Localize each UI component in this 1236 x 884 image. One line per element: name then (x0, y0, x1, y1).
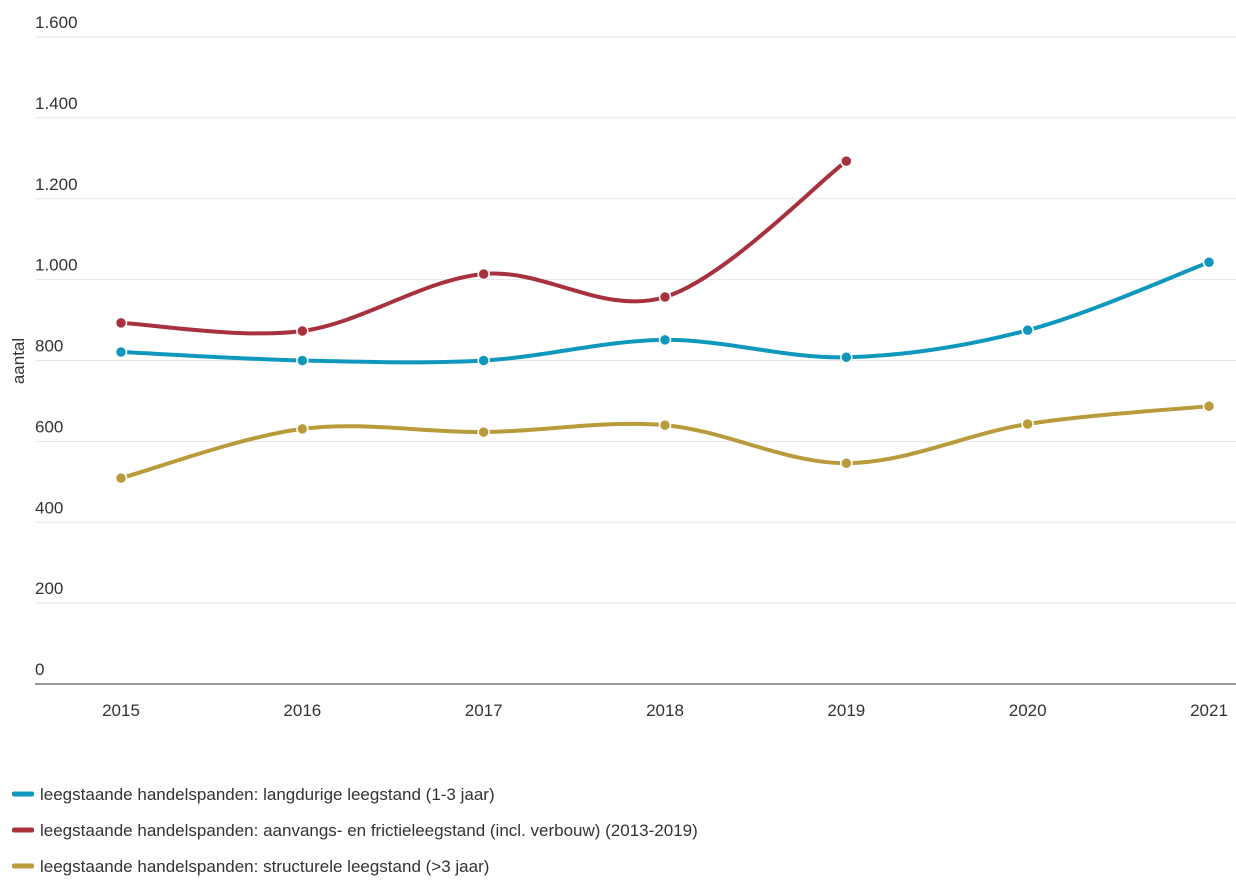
legend-swatch (12, 791, 34, 797)
x-tick-label: 2016 (283, 701, 321, 720)
y-tick-label: 400 (35, 498, 63, 517)
data-point (296, 354, 309, 367)
y-tick-label: 1.600 (35, 13, 78, 32)
legend-swatch (12, 863, 34, 869)
y-tick-label: 800 (35, 337, 63, 356)
x-tick-label: 2018 (646, 701, 684, 720)
legend-label: leegstaande handelspanden: langdurige le… (40, 785, 495, 804)
x-tick-label: 2019 (827, 701, 865, 720)
data-point (840, 456, 853, 470)
data-point (477, 354, 490, 367)
y-tick-label: 1.200 (35, 175, 78, 194)
data-point (1021, 417, 1034, 431)
legend-label: leegstaande handelspanden: aanvangs- en … (40, 821, 698, 840)
data-point (1021, 323, 1034, 337)
series-line (119, 404, 1211, 481)
data-point (477, 267, 490, 281)
data-point (114, 345, 128, 359)
data-point (296, 422, 309, 436)
data-point (658, 333, 672, 347)
data-point (1202, 255, 1216, 269)
data-point (114, 316, 128, 330)
x-tick-label: 2015 (102, 701, 140, 720)
y-axis-label: aantal (9, 338, 28, 384)
data-point (114, 471, 128, 485)
y-tick-label: 600 (35, 417, 63, 436)
y-tick-label: 1.000 (35, 256, 78, 275)
data-point (1202, 399, 1216, 413)
x-tick-label: 2021 (1190, 701, 1228, 720)
legend-label: leegstaande handelspanden: structurele l… (40, 857, 489, 876)
legend-swatch (12, 827, 34, 833)
series-line (119, 159, 849, 336)
y-tick-label: 1.400 (35, 94, 78, 113)
x-tick-label: 2017 (465, 701, 503, 720)
data-point (296, 324, 309, 338)
data-point (840, 154, 853, 168)
data-point (840, 351, 853, 364)
data-point (658, 290, 672, 304)
x-tick-label: 2020 (1009, 701, 1047, 720)
y-tick-label: 200 (35, 579, 63, 598)
data-point (477, 425, 490, 439)
data-point (658, 418, 672, 432)
series-line (119, 260, 1211, 365)
y-tick-label: 0 (35, 660, 44, 679)
